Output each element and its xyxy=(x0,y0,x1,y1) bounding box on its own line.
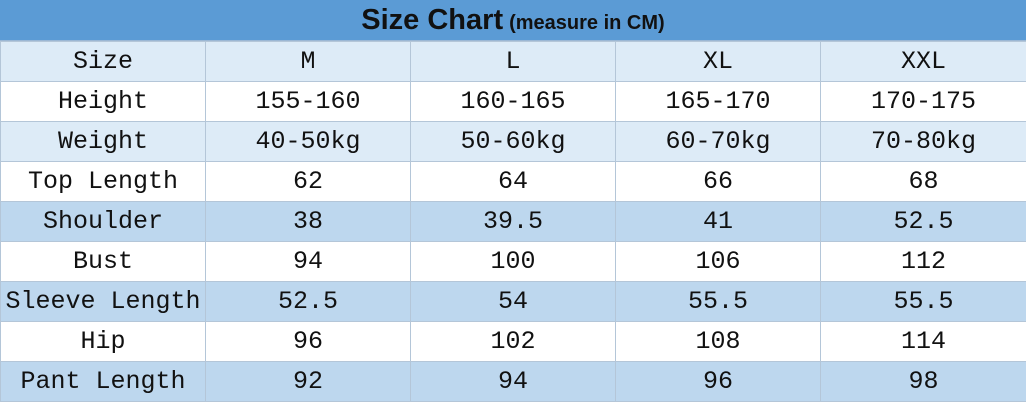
cell: 62 xyxy=(206,162,411,202)
cell: XXL xyxy=(821,42,1026,82)
cell: 55.5 xyxy=(821,282,1026,322)
cell: 50-60kg xyxy=(411,122,616,162)
cell: M xyxy=(206,42,411,82)
cell: 160-165 xyxy=(411,82,616,122)
cell: 41 xyxy=(616,202,821,242)
cell: 102 xyxy=(411,322,616,362)
cell: 98 xyxy=(821,362,1026,402)
cell: L xyxy=(411,42,616,82)
row-label: Top Length xyxy=(1,162,206,202)
cell: 52.5 xyxy=(821,202,1026,242)
cell: 94 xyxy=(411,362,616,402)
cell: 54 xyxy=(411,282,616,322)
row-label: Weight xyxy=(1,122,206,162)
cell: 165-170 xyxy=(616,82,821,122)
row-label: Hip xyxy=(1,322,206,362)
cell: 114 xyxy=(821,322,1026,362)
cell: 96 xyxy=(206,322,411,362)
cell: 94 xyxy=(206,242,411,282)
cell: 96 xyxy=(616,362,821,402)
cell: XL xyxy=(616,42,821,82)
cell: 66 xyxy=(616,162,821,202)
cell: 55.5 xyxy=(616,282,821,322)
cell: 39.5 xyxy=(411,202,616,242)
cell: 170-175 xyxy=(821,82,1026,122)
title-bar: Size Chart (measure in CM) xyxy=(0,0,1026,41)
cell: 100 xyxy=(411,242,616,282)
cell: 52.5 xyxy=(206,282,411,322)
row-label: Height xyxy=(1,82,206,122)
row-label: Shoulder xyxy=(1,202,206,242)
title: Size Chart xyxy=(361,4,503,36)
cell: 64 xyxy=(411,162,616,202)
cell: 155-160 xyxy=(206,82,411,122)
row-label: Size xyxy=(1,42,206,82)
cell: 68 xyxy=(821,162,1026,202)
cell: 92 xyxy=(206,362,411,402)
row-label: Sleeve Length xyxy=(1,282,206,322)
cell: 70-80kg xyxy=(821,122,1026,162)
subtitle: (measure in CM) xyxy=(509,12,665,34)
cell: 40-50kg xyxy=(206,122,411,162)
cell: 60-70kg xyxy=(616,122,821,162)
cell: 108 xyxy=(616,322,821,362)
cell: 106 xyxy=(616,242,821,282)
cell: 38 xyxy=(206,202,411,242)
row-label: Pant Length xyxy=(1,362,206,402)
row-label: Bust xyxy=(1,242,206,282)
cell: 112 xyxy=(821,242,1026,282)
